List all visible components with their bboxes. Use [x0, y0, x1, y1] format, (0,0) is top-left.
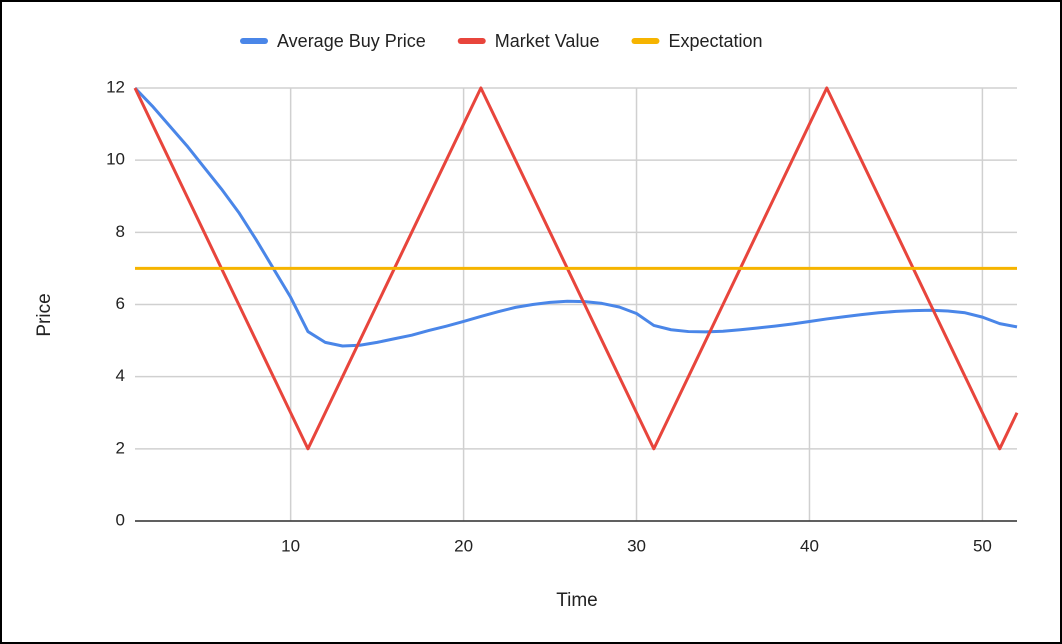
- y-tick-label: 10: [106, 150, 125, 169]
- legend-label: Average Buy Price: [277, 31, 426, 51]
- x-tick-label: 30: [627, 536, 646, 555]
- line: [133, 86, 1019, 451]
- y-tick-label: 0: [116, 510, 125, 529]
- y-tick-label: 12: [106, 77, 125, 96]
- legend-label: Market Value: [495, 31, 600, 51]
- x-axis-title: Time: [556, 590, 598, 611]
- x-tick-label: 50: [973, 536, 992, 555]
- x-tick-label: 10: [281, 536, 300, 555]
- x-tick-label: 40: [800, 536, 819, 555]
- x-tick-label: 20: [454, 536, 473, 555]
- y-tick-label: 2: [116, 438, 125, 457]
- line: [133, 86, 1018, 348]
- y-tick-label: 4: [116, 366, 125, 385]
- y-axis-title: Price: [34, 293, 55, 336]
- y-tick-label: 8: [116, 222, 125, 241]
- legend-label: Expectation: [668, 31, 762, 51]
- y-tick-label: 6: [116, 294, 125, 313]
